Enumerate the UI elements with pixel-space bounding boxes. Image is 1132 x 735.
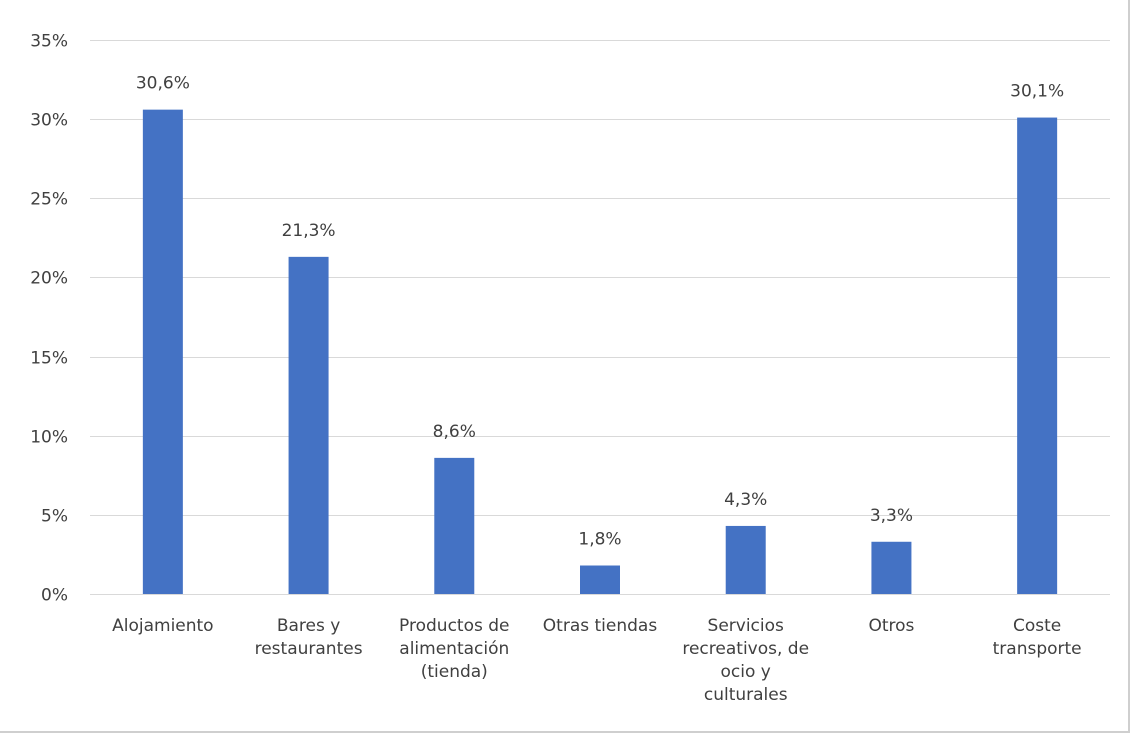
y-tick-label: 30% xyxy=(30,111,68,131)
bars xyxy=(142,109,1058,594)
category-label: Coste transporte xyxy=(993,616,1082,659)
bar xyxy=(288,256,329,594)
category-label: Otras tiendas xyxy=(543,616,658,636)
data-labels: 30,6% 21,3% 8,6% 1,8% 4,3% 3,3% 30,1% xyxy=(136,74,1064,550)
category-label: Alojamiento xyxy=(112,616,213,636)
y-tick-label: 35% xyxy=(30,32,68,52)
data-label: 8,6% xyxy=(433,422,476,442)
category-label: Bares y restaurantes xyxy=(255,616,363,659)
category-labels: Alojamiento Bares y restaurantes Productos … xyxy=(112,616,1082,705)
y-tick-label: 5% xyxy=(41,507,68,527)
category-label: Productos de alimentación (tienda) xyxy=(399,616,509,682)
data-label: 30,1% xyxy=(1010,82,1064,102)
data-label: 21,3% xyxy=(282,221,336,241)
y-tick-label: 20% xyxy=(30,269,68,289)
bar xyxy=(871,541,912,594)
bar xyxy=(434,457,475,594)
y-tick-label: 25% xyxy=(30,190,68,210)
category-label: Servicios recreativos, de ocio y culturales xyxy=(682,616,809,705)
bar xyxy=(725,525,766,594)
data-label: 30,6% xyxy=(136,74,190,94)
data-label: 3,3% xyxy=(870,506,913,526)
data-label: 4,3% xyxy=(724,490,767,510)
bar xyxy=(142,109,183,594)
bar xyxy=(1017,117,1058,594)
data-label: 1,8% xyxy=(578,530,621,550)
y-tick-label: 10% xyxy=(30,428,68,448)
gridlines xyxy=(90,40,1110,595)
bar xyxy=(580,565,620,594)
y-tick-label: 0% xyxy=(41,586,68,606)
category-label: Otros xyxy=(868,616,914,636)
y-tick-label: 15% xyxy=(30,349,68,369)
y-axis-tick-labels: 0% 5% 10% 15% 20% 25% 30% 35% xyxy=(30,32,68,606)
